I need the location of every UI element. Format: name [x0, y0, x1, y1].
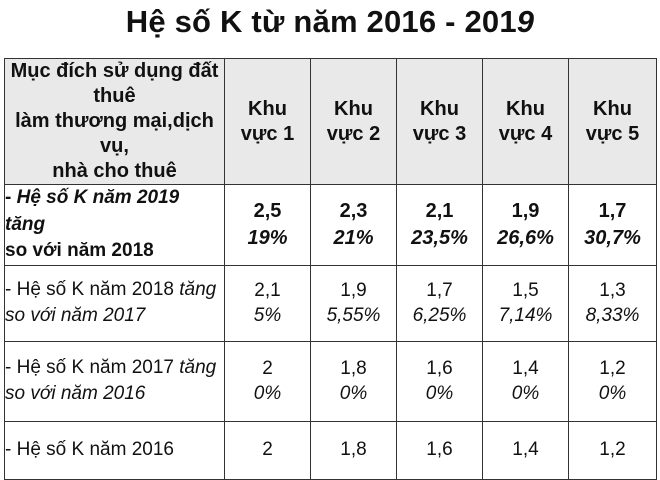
zone-label: vực 3	[412, 122, 467, 145]
table-cell: 2 0%	[224, 340, 311, 422]
cell-change: 23,5%	[411, 226, 468, 249]
cell-change: 5%	[253, 305, 282, 327]
cell-change: 0%	[339, 383, 368, 405]
cell-change: 0%	[425, 383, 454, 405]
row-label-text: Hệ số K	[16, 187, 88, 208]
table-cell: 1,5 7,14%	[482, 264, 569, 342]
table-cell: 1,6 0%	[396, 340, 483, 422]
cell-value: 1,8	[340, 357, 367, 379]
cell-value: 1,4	[512, 439, 539, 461]
table-cell: 1,2 0%	[568, 340, 657, 422]
cell-value: 1,7	[598, 199, 627, 222]
cell-value: 2	[262, 357, 273, 379]
header-zone-2: Khu vực 2	[310, 58, 397, 185]
row-label-text: tăng	[179, 356, 217, 378]
table-cell: 1,7 6,25%	[396, 264, 483, 342]
cell-value: 2,5	[253, 199, 282, 222]
table-cell: 1,9 26,6%	[482, 184, 569, 266]
cell-value: 1,2	[599, 439, 626, 461]
table-cell: 2,1 23,5%	[396, 184, 483, 266]
cell-value: 1,2	[599, 357, 626, 379]
zone-label: vực 5	[585, 122, 640, 145]
header-description-line: Mục đích sử dụng đất thuê	[10, 60, 219, 107]
cell-value: 2,3	[339, 199, 368, 222]
cell-change: 7,14%	[498, 305, 553, 327]
cell-value: 1,8	[340, 439, 367, 461]
table-row: - Hệ số K năm 2016 2 1,8 1,6 1,4 1,2	[4, 420, 657, 480]
cell-change: 6,25%	[412, 305, 467, 327]
zone-label: Khu	[420, 97, 459, 120]
cell-change: 8,33%	[585, 305, 640, 327]
row-label-text: năm 2019 tăng	[5, 187, 180, 235]
header-zone-1: Khu vực 1	[224, 58, 311, 185]
zone-label: Khu	[334, 97, 373, 120]
table-cell: 2,3 21%	[310, 184, 397, 266]
cell-value: 1,5	[512, 279, 539, 301]
cell-change: 26,6%	[497, 226, 554, 249]
cell-value: 2,1	[425, 199, 454, 222]
header-zone-5: Khu vực 5	[568, 58, 657, 185]
cell-value: 1,7	[426, 279, 453, 301]
row-label-text: - Hệ số K năm 2016	[5, 438, 174, 460]
row-label: - Hệ số K năm 2018 tăng so với năm 2017	[4, 264, 225, 342]
zone-label: Khu	[506, 97, 545, 120]
zone-label: vực 4	[498, 122, 553, 145]
cell-change: 30,7%	[584, 226, 641, 249]
cell-value: 1,3	[599, 279, 626, 301]
title-last-digit: 9	[516, 4, 535, 39]
row-label-text: - Hệ số K năm 2017	[5, 356, 180, 378]
row-label: - Hệ số K năm 2019 tăng so với năm 2018	[4, 184, 225, 266]
cell-value: 1,9	[340, 279, 367, 301]
row-label-text: so với năm 2018	[5, 240, 154, 262]
table-cell: 1,2	[568, 420, 657, 480]
table-cell: 1,9 5,55%	[310, 264, 397, 342]
cell-change: 0%	[598, 383, 627, 405]
cell-change: 5,55%	[326, 305, 381, 327]
table-cell: 2,1 5%	[224, 264, 311, 342]
zone-label: Khu	[593, 97, 632, 120]
row-label-text: tăng	[179, 278, 217, 300]
table-row: - Hệ số K năm 2018 tăng so với năm 2017 …	[4, 264, 657, 342]
row-label-text: so với năm 2017	[5, 305, 146, 327]
cell-value: 2,1	[254, 279, 281, 301]
cell-change: 0%	[511, 383, 540, 405]
header-row: Mục đích sử dụng đất thuê làm thương mại…	[4, 58, 657, 185]
k-coefficient-table: Mục đích sử dụng đất thuê làm thương mại…	[4, 58, 657, 480]
cell-value: 1,6	[426, 357, 453, 379]
cell-change: 21%	[333, 226, 374, 249]
table-cell: 1,4	[482, 420, 569, 480]
header-description: Mục đích sử dụng đất thuê làm thương mại…	[4, 58, 225, 185]
table-cell: 1,6	[396, 420, 483, 480]
cell-change: 19%	[247, 226, 288, 249]
table-cell: 2,5 19%	[224, 184, 311, 266]
cell-value: 1,9	[511, 199, 540, 222]
zone-label: Khu	[248, 97, 287, 120]
table-row: - Hệ số K năm 2017 tăng so với năm 2016 …	[4, 340, 657, 422]
table-cell: 1,4 0%	[482, 340, 569, 422]
table-cell: 1,7 30,7%	[568, 184, 657, 266]
page-title: Hệ số K từ năm 2016 - 2019	[0, 4, 660, 40]
zone-label: vực 1	[240, 122, 295, 145]
cell-value: 1,4	[512, 357, 539, 379]
cell-change: 0%	[253, 383, 282, 405]
table-row: - Hệ số K năm 2019 tăng so với năm 2018 …	[4, 184, 657, 266]
cell-value: 1,6	[426, 439, 453, 461]
row-label-text: - Hệ số K năm 2018	[5, 278, 180, 300]
header-zone-3: Khu vực 3	[396, 58, 483, 185]
zone-label: vực 2	[326, 122, 381, 145]
table-cell: 2	[224, 420, 311, 480]
header-description-line: làm thương mại,dịch vụ,	[15, 110, 214, 157]
table-cell: 1,3 8,33%	[568, 264, 657, 342]
row-label-text: so với năm 2016	[5, 383, 146, 405]
row-label: - Hệ số K năm 2016	[4, 420, 225, 480]
title-main: Hệ số K từ năm 2016 - 201	[125, 4, 517, 39]
header-zone-4: Khu vực 4	[482, 58, 569, 185]
row-label: - Hệ số K năm 2017 tăng so với năm 2016	[4, 340, 225, 422]
header-description-line: nhà cho thuê	[52, 160, 177, 182]
table-cell: 1,8 0%	[310, 340, 397, 422]
table-cell: 1,8	[310, 420, 397, 480]
row-label-text: -	[5, 187, 17, 208]
cell-value: 2	[262, 439, 273, 461]
